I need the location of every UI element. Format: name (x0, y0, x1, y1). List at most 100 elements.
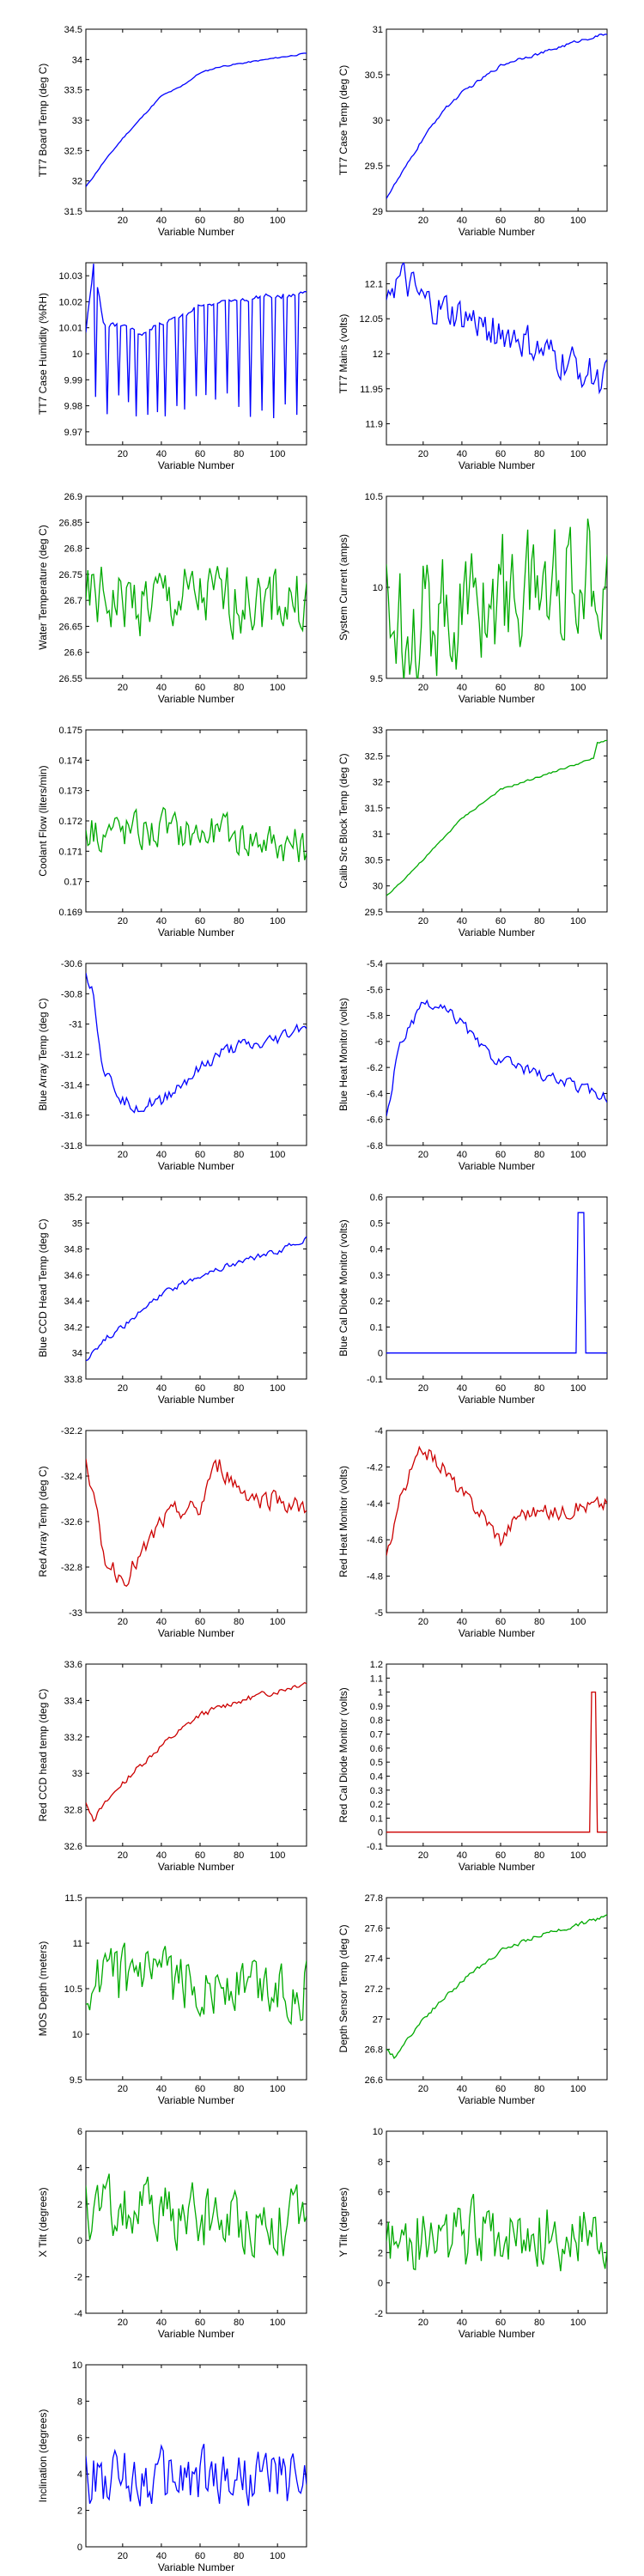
y-tick-label: 6 (77, 2127, 82, 2137)
x-axis-label: Variable Number (459, 1627, 535, 1639)
y-tick-label: -31 (69, 1020, 82, 1030)
series-line (86, 806, 307, 862)
y-tick-label: 33.5 (64, 86, 82, 96)
y-tick-label: -6.2 (367, 1063, 383, 1073)
y-tick-label: 0.3 (370, 1786, 383, 1796)
x-tick-label: 100 (570, 216, 586, 226)
x-axis-label: Variable Number (459, 1861, 535, 1873)
y-tick-label: 10 (373, 583, 383, 593)
y-tick-label: 1.2 (370, 1660, 383, 1670)
y-tick-label: 30.5 (365, 70, 383, 81)
chart-blue-array-temp: 20 40 60 80 100 -31.8 -31.6 -31.4 -31.2 -31 -30.8 -… (37, 959, 307, 1172)
plot-frame (386, 1430, 608, 1613)
y-tick-label: 33 (72, 116, 82, 126)
y-tick-label: -31.8 (61, 1141, 82, 1151)
y-tick-label: 31.5 (64, 207, 82, 217)
chart-tt7-board-temp: 20 40 60 80 100 31.5 32 32.5 33 33.5 34 34.5 Variabl… (37, 25, 307, 238)
x-tick-label: 100 (570, 2318, 586, 2328)
y-axis-label: Depth Sensor Temp (deg C) (337, 1924, 349, 2052)
x-tick-label: 20 (418, 683, 428, 693)
x-tick-label: 80 (234, 1850, 244, 1861)
y-axis-label: X Tilt (degrees) (37, 2187, 49, 2257)
x-tick-label: 40 (457, 1150, 467, 1160)
x-tick-label: 60 (195, 916, 205, 927)
chart-tt7-case-temp: 20 40 60 80 100 29 29.5 30 30.5 31 Variable Number… (337, 25, 608, 238)
plot-frame (85, 1663, 307, 1847)
y-tick-label: 10.5 (365, 492, 383, 502)
y-tick-label: 1.1 (370, 1674, 383, 1684)
y-tick-label: -2 (74, 2273, 82, 2283)
y-tick-label: 0.6 (370, 1193, 383, 1203)
x-tick-label: 80 (234, 2084, 244, 2094)
y-tick-label: 26.9 (64, 492, 82, 502)
y-tick-label: -5.6 (367, 985, 383, 995)
plot-frame (386, 1663, 608, 1847)
x-tick-label: 40 (156, 2318, 167, 2328)
y-axis-label: Coolant Flow (liters/min) (37, 765, 49, 876)
y-tick-label: 11.95 (360, 385, 383, 395)
y-tick-label: 2 (77, 2506, 82, 2517)
x-axis-label: Variable Number (158, 1627, 234, 1639)
x-tick-label: 80 (234, 2551, 244, 2561)
x-tick-label: 20 (118, 683, 128, 693)
chart-system-current: 20 40 60 80 100 9.5 10 10.5 Variable Number Syste… (337, 492, 608, 705)
x-tick-label: 60 (495, 1850, 506, 1861)
chart-mos-depth: 20 40 60 80 100 9.5 10 10.5 11 11.5 Variable Numbe… (37, 1893, 307, 2106)
x-tick-label: 60 (495, 216, 506, 226)
y-tick-label: 26.65 (58, 622, 82, 632)
chart-blue-cal-diode-monitor: 20 40 60 80 100 -0.1 0 0.1 0.2 0.3 0.4 0.5 0.6 Variab… (337, 1193, 608, 1406)
y-tick-label: 0 (77, 2543, 82, 2553)
series-line (386, 1914, 607, 2060)
x-tick-label: 60 (195, 2084, 205, 2094)
y-tick-label: 0.6 (370, 1744, 383, 1754)
y-tick-label: 26.75 (58, 570, 82, 580)
y-tick-label: -31.2 (61, 1050, 82, 1060)
chart-inclination: 20 40 60 80 100 0 2 4 6 8 10 Variable Number Inclina… (37, 2360, 307, 2573)
plot-frame (386, 1196, 608, 1380)
x-tick-label: 40 (457, 449, 467, 459)
y-axis-label: Blue Cal Diode Monitor (volts) (337, 1219, 349, 1356)
y-tick-label: -4 (374, 1426, 383, 1437)
y-tick-label: 0.4 (370, 1245, 383, 1255)
y-tick-label: 31 (373, 829, 383, 840)
plot-frame (85, 1196, 307, 1380)
y-tick-label: 0.171 (58, 847, 82, 857)
plot-frame (85, 1897, 307, 2081)
y-tick-label: 34.6 (64, 1271, 82, 1281)
plot-frame (386, 1897, 608, 2081)
x-axis-label: Variable Number (158, 1160, 234, 1172)
y-tick-label: 9.97 (64, 428, 82, 438)
chart-red-cal-diode-monitor: 20 40 60 80 100 -0.1 0 0.1 0.2 0.3 0.4 0.5 0.6 0.7 0.8… (337, 1660, 608, 1873)
chart-red-heat-monitor: 20 40 60 80 100 -5 -4.8 -4.6 -4.4 -4.2 -4 Variable … (337, 1426, 608, 1639)
y-axis-label: Red Cal Diode Monitor (volts) (337, 1687, 349, 1822)
x-tick-label: 80 (534, 449, 544, 459)
y-tick-label: 26.8 (365, 2045, 383, 2056)
y-tick-label: 0.172 (58, 817, 82, 827)
x-tick-label: 100 (570, 916, 586, 927)
x-tick-label: 20 (118, 2318, 128, 2328)
y-tick-label: 30 (373, 116, 383, 126)
y-tick-label: 2 (77, 2200, 82, 2210)
x-tick-label: 20 (118, 2084, 128, 2094)
y-axis-label: Blue Heat Monitor (volts) (337, 998, 349, 1111)
x-axis-label: Variable Number (158, 1394, 234, 1406)
y-tick-label: 33 (373, 726, 383, 736)
chart-red-ccd-head-temp: 20 40 60 80 100 32.6 32.8 33 33.2 33.4 33.6 Variabl… (37, 1660, 307, 1873)
y-tick-label: 4 (378, 2218, 383, 2228)
x-tick-label: 60 (195, 216, 205, 226)
series-line (386, 739, 607, 896)
y-tick-label: 0 (378, 2279, 383, 2289)
y-tick-label: 26.6 (365, 2075, 383, 2086)
x-axis-label: Variable Number (459, 1394, 535, 1406)
y-tick-label: 0.169 (58, 908, 82, 918)
y-tick-label: 32.5 (64, 146, 82, 156)
x-tick-label: 100 (570, 1383, 586, 1394)
x-axis-label: Variable Number (459, 927, 535, 939)
y-tick-label: 0.2 (370, 1800, 383, 1810)
chart-y-tilt: 20 40 60 80 100 -2 0 2 4 6 8 10 Variable Number Y Til… (337, 2127, 608, 2340)
x-tick-label: 40 (457, 216, 467, 226)
x-tick-label: 100 (270, 916, 285, 927)
x-tick-label: 20 (418, 1617, 428, 1627)
y-tick-label: 6 (77, 2433, 82, 2444)
